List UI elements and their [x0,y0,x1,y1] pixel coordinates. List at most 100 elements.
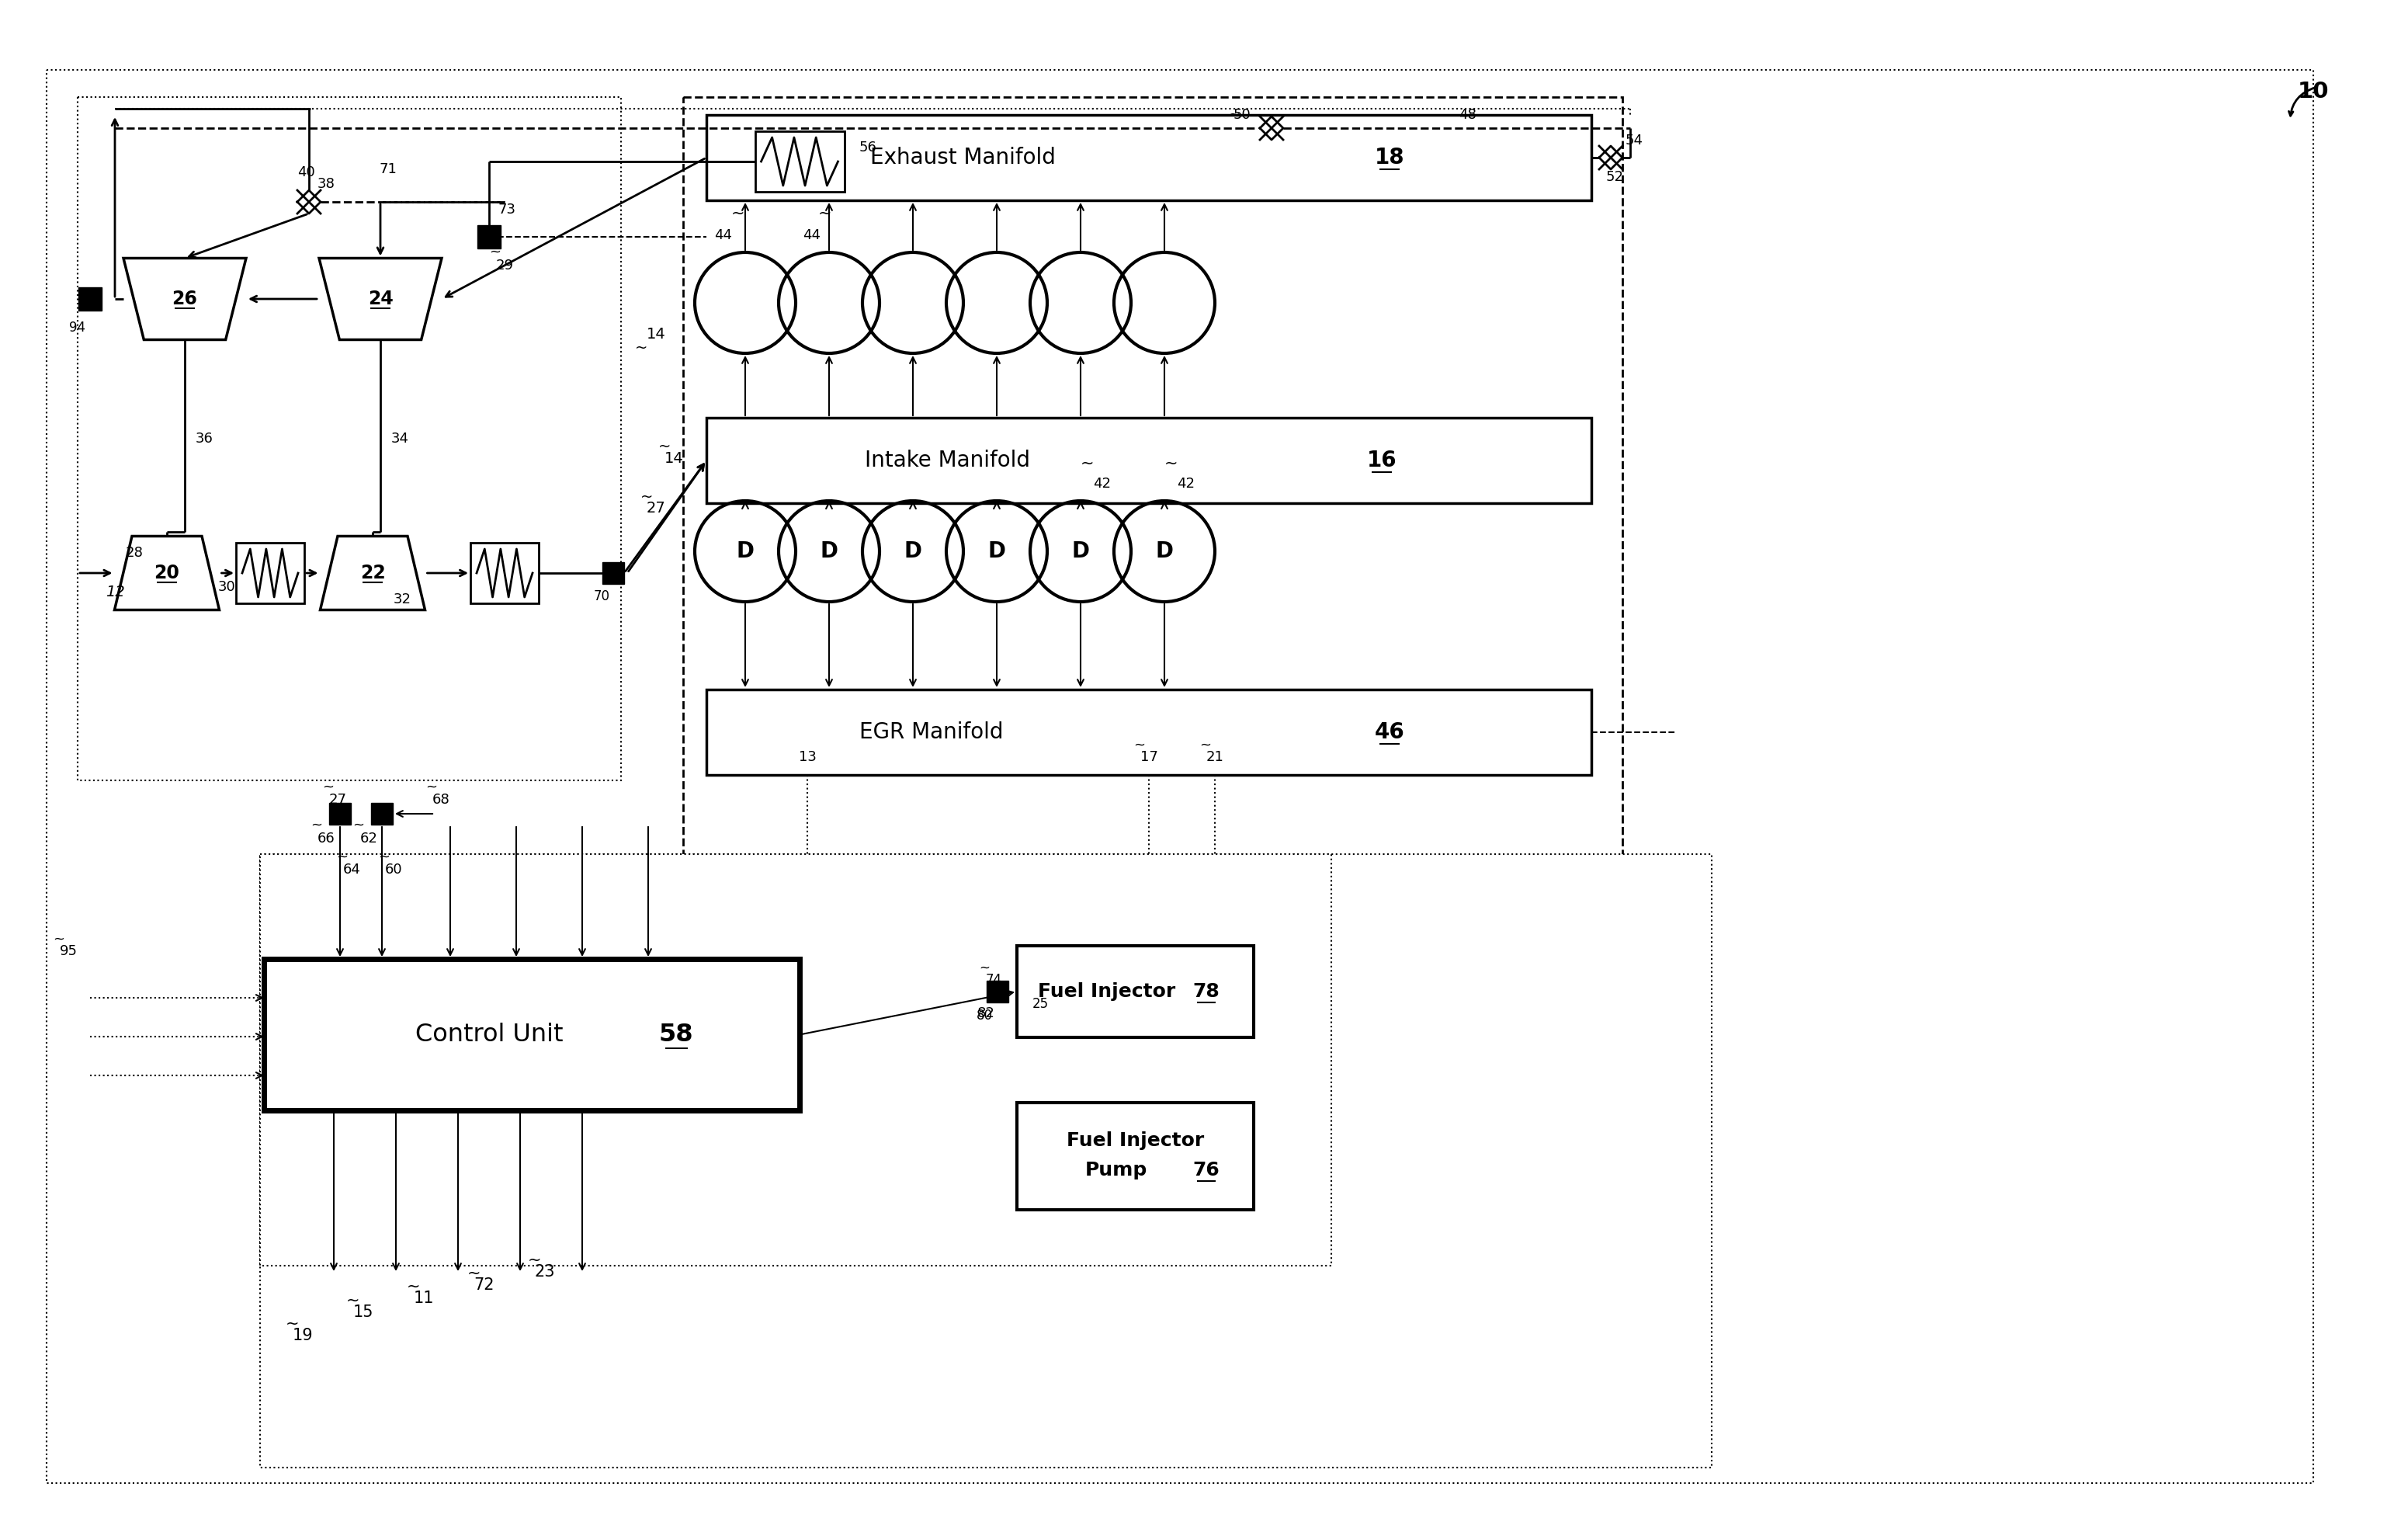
Text: D: D [1156,540,1173,562]
Text: ~: ~ [1134,739,1146,753]
Bar [987,980,1009,1002]
Text: 48: 48 [1459,108,1476,122]
Text: ~: ~ [641,489,653,505]
Text: Intake Manifold: Intake Manifold [864,449,1031,471]
Bar [260,854,1712,1468]
Bar [1016,1102,1255,1210]
Text: ~: ~ [323,780,335,794]
Text: 44: 44 [715,228,732,242]
Text: 14: 14 [665,451,684,465]
Text: 25: 25 [1033,997,1047,1011]
Text: 64: 64 [342,863,361,877]
Text: 95: 95 [60,945,77,959]
Text: 36: 36 [195,432,212,446]
Text: 29: 29 [496,259,513,272]
Text: 42: 42 [1178,477,1194,491]
Text: 19: 19 [291,1328,313,1344]
Bar [602,562,624,583]
Bar [684,97,1623,859]
Text: 27: 27 [645,502,665,516]
Text: 11: 11 [414,1291,433,1307]
Text: 82: 82 [978,1007,995,1020]
Text: D: D [987,540,1007,562]
Text: 27: 27 [330,793,347,806]
Text: 15: 15 [354,1305,373,1320]
Text: 52: 52 [1606,169,1623,185]
Bar [756,131,845,192]
Text: 78: 78 [1192,982,1221,1000]
Text: 40: 40 [296,165,315,180]
Text: ~: ~ [1199,739,1211,753]
Text: 16: 16 [1368,449,1397,471]
Text: 71: 71 [378,162,397,177]
Text: ~: ~ [467,1265,479,1280]
Text: ~: ~ [311,819,323,833]
Text: 56: 56 [860,140,877,154]
Bar [77,97,621,780]
Text: ~: ~ [337,850,349,865]
Text: EGR Manifold: EGR Manifold [860,722,1004,743]
Text: 30: 30 [217,580,236,594]
Text: ~: ~ [527,1253,542,1268]
Text: 13: 13 [799,749,816,763]
Text: 23: 23 [535,1264,556,1279]
Text: 12: 12 [106,585,125,599]
Text: ~: ~ [347,1293,359,1308]
Text: 32: 32 [393,593,412,606]
Text: 17: 17 [1139,749,1158,763]
Bar [265,959,799,1110]
Text: ~: ~ [426,780,438,794]
Text: ~: ~ [354,819,364,833]
Text: Pump: Pump [1084,1160,1146,1179]
Bar [371,803,393,825]
Text: 20: 20 [154,563,181,582]
Text: ~: ~ [980,962,990,976]
Text: ~: ~ [1228,108,1240,122]
Text: ~: ~ [657,439,672,454]
Text: 94: 94 [70,320,87,334]
Text: D: D [1072,540,1088,562]
Bar [706,689,1592,776]
Bar [236,543,303,603]
Text: 80: 80 [975,1008,992,1022]
Text: 50: 50 [1233,108,1250,122]
Bar [706,115,1592,200]
Text: 74: 74 [985,973,1002,986]
Text: Control Unit: Control Unit [414,1022,563,1047]
Text: 73: 73 [498,203,515,217]
Bar [260,854,1332,1265]
Text: 18: 18 [1375,146,1404,168]
Text: ~: ~ [636,340,648,356]
Text: 72: 72 [474,1277,494,1293]
Text: 34: 34 [390,432,409,446]
Text: ~: ~ [489,245,501,260]
Text: 42: 42 [1093,477,1110,491]
Bar [477,225,501,248]
Text: ~: ~ [730,206,744,222]
Text: 10: 10 [2297,80,2329,103]
Text: 68: 68 [431,793,450,806]
Text: 14: 14 [645,326,665,342]
Bar [79,288,101,311]
Text: ~: ~ [819,206,833,222]
Text: 44: 44 [802,228,821,242]
Text: D: D [821,540,838,562]
Text: 66: 66 [318,831,335,845]
Text: 58: 58 [660,1022,694,1047]
Text: 38: 38 [318,177,335,191]
Bar [1016,946,1255,1037]
Text: 24: 24 [368,289,393,308]
Text: ~: ~ [1163,456,1178,471]
Text: ~: ~ [284,1316,299,1331]
Bar [706,417,1592,503]
Bar [470,543,539,603]
Text: ~: ~ [378,850,390,865]
Text: 76: 76 [1192,1160,1221,1179]
Text: 54: 54 [1625,134,1642,148]
Text: ~: ~ [53,933,65,946]
Text: 21: 21 [1206,749,1223,763]
Text: 26: 26 [171,289,197,308]
Text: 28: 28 [125,546,142,560]
Text: Fuel Injector: Fuel Injector [1067,1131,1204,1150]
Text: 46: 46 [1375,722,1404,743]
